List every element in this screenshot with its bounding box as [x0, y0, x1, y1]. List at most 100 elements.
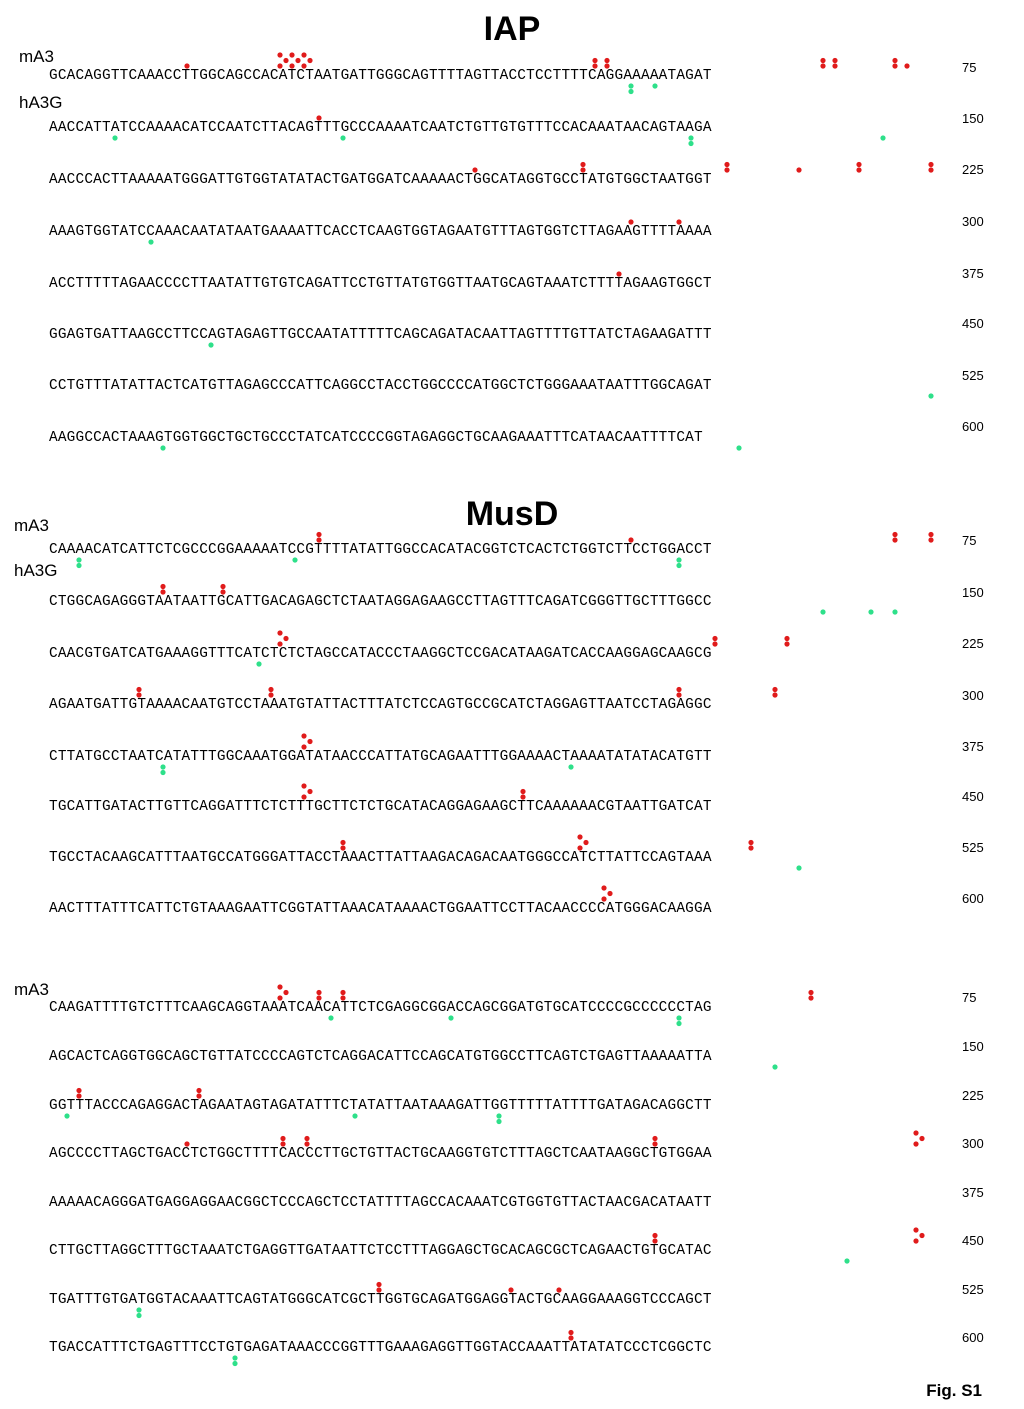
ma3-mutation-dot	[772, 686, 778, 693]
ma3-mutation-dot	[616, 271, 622, 277]
sequence-row: TGCATTGATACTTGTTCAGGATTTCTCTTTGCTTCTCTGC…	[49, 799, 712, 815]
position-number: 75	[962, 533, 977, 548]
legend-label-ma3: mA3	[14, 980, 49, 999]
ha3g-mutation-dot	[76, 562, 82, 569]
ma3-mutation-dot	[184, 1141, 190, 1147]
sequence-row: CTGGCAGAGGGTAATAATTGCATTGACAGAGCTCTAATAG…	[49, 594, 712, 610]
position-number: 450	[962, 316, 984, 331]
ma3-mutation-dot	[808, 995, 814, 1001]
sequence-row: TGACCATTTCTGAGTTTCCTGTGAGATAAACCCGGTTTGA…	[49, 1340, 712, 1356]
ma3-mutation-dot	[196, 1093, 202, 1099]
ma3-mutation-dot	[277, 63, 283, 69]
ma3-mutation-dot	[376, 1281, 382, 1288]
ma3-mutation-dot	[301, 794, 307, 800]
panel-title-iap: IAP	[483, 10, 541, 48]
ma3-mutation-dot	[316, 989, 322, 996]
ma3-mutation-dot	[289, 52, 295, 58]
ma3-mutation-dot	[796, 167, 802, 173]
ma3-mutation-dot	[892, 537, 898, 543]
ma3-mutation-dot	[577, 834, 583, 840]
ha3g-mutation-dot	[112, 135, 118, 141]
ma3-mutation-dot	[712, 635, 718, 642]
ma3-mutation-dot	[832, 57, 838, 64]
ma3-mutation-dot	[856, 161, 862, 168]
ma3-mutation-dot	[628, 537, 634, 543]
ma3-mutation-dot	[832, 63, 838, 69]
ma3-mutation-dot	[340, 989, 346, 996]
ma3-mutation-dot	[856, 167, 862, 173]
ma3-mutation-dot	[220, 583, 226, 590]
ha3g-mutation-dot	[160, 769, 166, 776]
ma3-mutation-dot	[580, 161, 586, 168]
ma3-mutation-dot	[928, 537, 934, 543]
ma3-mutation-dot	[136, 686, 142, 693]
sequence-row: AGCCCCTTAGCTGACCTCTGGCTTTTCACCCTTGCTGTTA…	[49, 1146, 712, 1162]
ma3-mutation-dot	[568, 1329, 574, 1336]
ma3-mutation-dot	[784, 635, 790, 642]
sequence-row: TGCCTACAAGCATTTAATGCCATGGGATTACCTAAACTTA…	[49, 850, 712, 866]
ma3-mutation-dot	[301, 744, 307, 750]
ha3g-mutation-dot	[628, 88, 634, 95]
ma3-mutation-dot	[289, 63, 295, 69]
ha3g-mutation-dot	[232, 1360, 238, 1367]
ma3-mutation-dot	[316, 995, 322, 1001]
ha3g-mutation-dot	[772, 1064, 778, 1070]
ha3g-mutation-dot	[736, 445, 742, 451]
position-number: 375	[962, 1185, 984, 1200]
ma3-mutation-dot	[676, 686, 682, 693]
ha3g-mutation-dot	[568, 764, 574, 770]
ma3-mutation-dot	[913, 1238, 919, 1244]
ma3-mutation-dot	[472, 167, 478, 173]
ha3g-mutation-dot	[796, 865, 802, 871]
ma3-mutation-dot	[280, 1135, 286, 1142]
ma3-mutation-dot	[820, 63, 826, 69]
ma3-mutation-dot	[520, 794, 526, 800]
ha3g-mutation-dot	[676, 1020, 682, 1027]
ma3-mutation-dot	[76, 1087, 82, 1094]
sequence-row: TGATTTGTGATGGTACAAATTCAGTATGGGCATCGCTTGG…	[49, 1292, 712, 1308]
ma3-mutation-dot	[652, 1141, 658, 1147]
ha3g-mutation-dot	[340, 135, 346, 141]
ma3-mutation-dot	[568, 1335, 574, 1341]
ma3-mutation-dot	[676, 692, 682, 698]
ma3-mutation-dot	[592, 57, 598, 64]
legend-label-ma3: mA3	[14, 516, 49, 535]
ma3-mutation-dot	[604, 63, 610, 69]
position-number: 75	[962, 60, 977, 75]
ma3-mutation-dot	[580, 167, 586, 173]
ma3-mutation-dot	[820, 57, 826, 64]
ha3g-mutation-dot	[496, 1113, 502, 1119]
ma3-mutation-dot	[928, 167, 934, 173]
sequence-row: GGTTTACCCAGAGGACTAGAATAGTAGATATTTCTATATT…	[49, 1098, 712, 1114]
ha3g-mutation-dot	[232, 1355, 238, 1361]
sequence-row: AAGGCCACTAAAGTGGTGGCTGCTGCCCTATCATCCCCGG…	[49, 430, 703, 446]
ha3g-mutation-dot	[136, 1312, 142, 1319]
ma3-mutation-dot	[748, 845, 754, 851]
ha3g-mutation-dot	[688, 135, 694, 141]
ma3-mutation-dot	[160, 583, 166, 590]
ma3-mutation-dot	[652, 1232, 658, 1239]
ma3-mutation-dot	[676, 219, 682, 225]
legend-label-ha3g: hA3G	[14, 561, 58, 580]
ha3g-mutation-dot	[448, 1015, 454, 1021]
ma3-mutation-dot	[184, 63, 190, 69]
ma3-mutation-dot	[928, 161, 934, 168]
ha3g-mutation-dot	[676, 557, 682, 563]
ma3-mutation-dot	[340, 839, 346, 846]
ma3-mutation-dot	[136, 692, 142, 698]
sequence-row: CCTGTTTATATTACTCATGTTAGAGCCCATTCAGGCCTAC…	[49, 378, 712, 394]
ha3g-mutation-dot	[820, 609, 826, 615]
ma3-mutation-dot	[277, 641, 283, 647]
ma3-mutation-dot	[304, 1135, 310, 1142]
sequence-row: CTTATGCCTAATCATATTTGGCAAATGGATATAACCCATT…	[49, 749, 712, 765]
position-number: 225	[962, 162, 984, 177]
sequence-row: CAACGTGATCATGAAAGGTTTCATCTCTCTAGCCATACCC…	[49, 646, 712, 662]
ha3g-mutation-dot	[880, 135, 886, 141]
ma3-mutation-dot	[724, 167, 730, 173]
ma3-mutation-dot	[268, 692, 274, 698]
ma3-mutation-dot	[772, 692, 778, 698]
position-number: 525	[962, 1282, 984, 1297]
ma3-mutation-dot	[301, 52, 307, 58]
ha3g-mutation-dot	[64, 1113, 70, 1119]
